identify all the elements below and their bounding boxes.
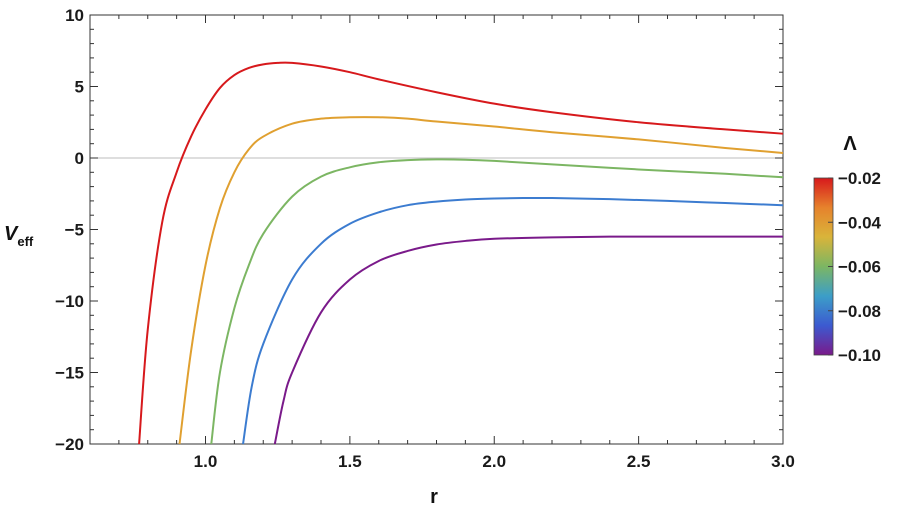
- y-tick-label: 0: [75, 149, 84, 168]
- y-tick-label: −20: [55, 435, 84, 454]
- x-tick-label: 2.5: [627, 452, 651, 471]
- y-tick-label: −15: [55, 364, 84, 383]
- y-tick-label: −5: [65, 221, 84, 240]
- x-tick-label: 1.5: [338, 452, 362, 471]
- x-tick-label: 3.0: [771, 452, 795, 471]
- y-axis-label: Veff: [4, 223, 34, 249]
- colorbar-tick-label: −0.02: [838, 169, 881, 188]
- series-line-2: [178, 116, 784, 445]
- y-axis-label-subscript: eff: [17, 234, 34, 249]
- y-tick-label: −10: [55, 292, 84, 311]
- colorbar-title: Λ: [843, 133, 857, 155]
- plot-frame: [89, 14, 784, 445]
- series-line-5: [273, 235, 783, 445]
- y-axis-label-main: V: [4, 223, 19, 245]
- x-tick-label: 1.0: [194, 452, 218, 471]
- x-axis-label: r: [430, 486, 438, 508]
- colorbar-tick-label: −0.06: [838, 258, 881, 277]
- x-tick-label: 2.0: [482, 452, 506, 471]
- series-line-1: [138, 61, 784, 445]
- series-line-4: [242, 196, 784, 445]
- y-tick-label: 5: [75, 78, 84, 97]
- colorbar-tick-label: −0.10: [838, 346, 881, 365]
- colorbar-tick-label: −0.04: [838, 213, 882, 232]
- series-line-3: [210, 158, 784, 445]
- colorbar-tick-label: −0.08: [838, 302, 881, 321]
- y-tick-label: 10: [65, 6, 84, 25]
